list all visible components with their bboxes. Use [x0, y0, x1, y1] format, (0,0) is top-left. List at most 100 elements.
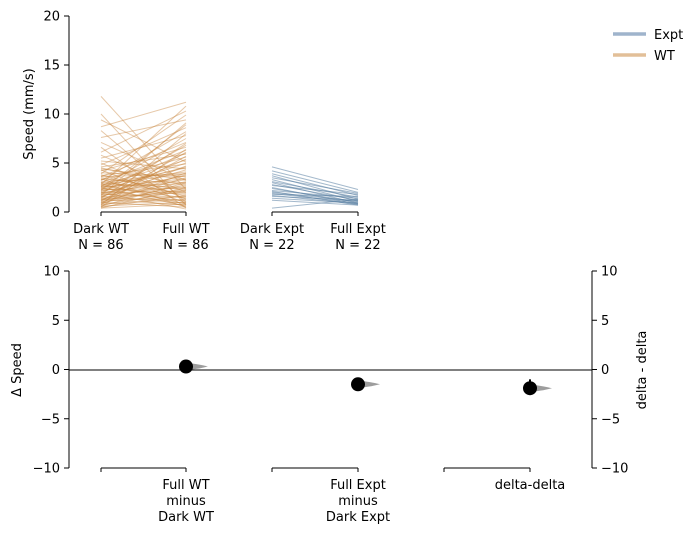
bottom-y-tick-label: −10: [33, 462, 60, 477]
bottom-y-axis-label: Δ Speed: [10, 343, 25, 397]
group-label-dark-expt: Dark Expt: [240, 222, 304, 237]
wt-pair-line: [100, 184, 187, 204]
wt-pair-line: [100, 160, 187, 170]
wt-pair-line: [100, 201, 187, 207]
bottom-y-tick-label-right: 10: [601, 265, 618, 280]
wt-pair-line: [100, 131, 187, 182]
wt-pair-line: [100, 194, 187, 208]
wt-pair-line: [100, 178, 187, 208]
expt-pair-line: [271, 193, 359, 197]
wt-pair-line: [100, 151, 187, 202]
wt-pair-line: [100, 173, 187, 178]
wt-pair-line: [100, 187, 187, 190]
wt-pair-line: [100, 190, 187, 193]
bottom-y-tick-label-right: −10: [601, 462, 628, 477]
wt-pair-line: [100, 119, 187, 139]
bottom-y-tick-label: 10: [43, 265, 60, 280]
bottom-y-tick-label-right: 5: [601, 314, 609, 329]
wt-pair-line: [100, 185, 187, 199]
wt-pair-line: [100, 186, 187, 196]
wt-pair-line: [100, 168, 187, 181]
wt-pair-line: [100, 177, 187, 191]
effect-category-label: Full Expt minus Dark Expt: [326, 478, 390, 525]
wt-pair-line: [100, 193, 187, 198]
wt-pair-line: [100, 113, 187, 206]
wt-pair-line: [100, 169, 187, 195]
wt-pair-line: [100, 189, 187, 206]
wt-pair-line: [100, 152, 187, 189]
group-n-full-wt: N = 86: [163, 238, 208, 253]
top-y-tick-label: 0: [52, 206, 60, 221]
wt-pair-line: [100, 187, 187, 209]
effect-category-labels: Full WT minus Dark WT Full Expt minus Dark Ex…: [158, 478, 565, 525]
wt-pair-line: [100, 201, 187, 208]
wt-pair-line: [100, 177, 187, 203]
expt-pair-line: [271, 198, 359, 209]
wt-pair-line: [100, 105, 187, 185]
top-y-tick-label: 5: [52, 157, 60, 172]
wt-pair-line: [100, 167, 187, 187]
expt-pair-line: [271, 177, 359, 194]
expt-pair-line: [271, 173, 359, 196]
wt-pair-line: [100, 96, 187, 190]
wt-pair-line: [100, 173, 187, 186]
effect-category-label: delta-delta: [495, 478, 566, 493]
expt-pair-line: [271, 189, 359, 199]
top-y-tick-label: 20: [43, 10, 60, 25]
wt-pair-line: [100, 191, 187, 210]
wt-pair-line: [100, 133, 187, 206]
wt-pair-line: [100, 110, 187, 153]
bottom-y-ticks-right: −10 −5 0 5 10: [592, 265, 628, 477]
wt-pair-line: [100, 198, 187, 206]
effect-category-label: Full WT minus Dark WT: [158, 478, 214, 525]
wt-pair-line: [100, 138, 187, 187]
wt-pair-lines: [100, 96, 187, 210]
wt-pair-line: [100, 101, 187, 128]
expt-pair-line: [271, 175, 359, 200]
wt-pair-line: [100, 141, 187, 178]
effect-size-point: [351, 377, 365, 392]
wt-pair-line: [100, 183, 187, 188]
wt-pair-line: [100, 154, 187, 193]
wt-pair-line: [100, 169, 187, 204]
wt-pair-line: [100, 166, 187, 190]
bottom-y-tick-label: −5: [41, 412, 60, 427]
legend-label-expt: Expt: [654, 28, 683, 43]
wt-pair-line: [100, 167, 187, 188]
top-y-tick-label: 10: [43, 108, 60, 123]
wt-pair-line: [100, 141, 187, 182]
wt-pair-line: [100, 189, 187, 202]
top-y-axis-label: Speed (mm/s): [22, 68, 37, 160]
wt-pair-line: [100, 144, 187, 194]
group-label-dark-wt: Dark WT: [73, 222, 129, 237]
wt-pair-line: [100, 191, 187, 198]
wt-pair-line: [100, 146, 187, 209]
legend-label-wt: WT: [654, 49, 675, 64]
group-label-full-wt: Full WT: [162, 222, 209, 237]
wt-pair-line: [100, 130, 187, 203]
wt-pair-line: [100, 159, 187, 187]
expt-pair-line: [271, 197, 359, 204]
wt-pair-line: [100, 162, 187, 192]
wt-pair-line: [100, 178, 187, 188]
wt-pair-line: [100, 156, 187, 181]
wt-pair-line: [100, 142, 187, 199]
top-y-tick-label: 15: [43, 59, 60, 74]
wt-pair-line: [100, 155, 187, 204]
wt-pair-line: [100, 187, 187, 207]
wt-pair-line: [100, 122, 187, 196]
expt-pair-line: [271, 166, 359, 190]
expt-pair-lines: [271, 166, 359, 209]
wt-pair-line: [100, 181, 187, 200]
wt-pair-line: [100, 153, 187, 168]
bottom-y-axis-label-right: delta - delta: [635, 331, 650, 410]
effect-size-point: [523, 381, 537, 396]
group-n-dark-expt: N = 22: [249, 238, 294, 253]
wt-pair-line: [100, 148, 187, 208]
effect-size-point: [179, 359, 193, 374]
wt-pair-line: [100, 119, 187, 163]
expt-pair-line: [271, 185, 359, 195]
wt-pair-line: [100, 162, 187, 200]
wt-pair-line: [100, 188, 187, 201]
